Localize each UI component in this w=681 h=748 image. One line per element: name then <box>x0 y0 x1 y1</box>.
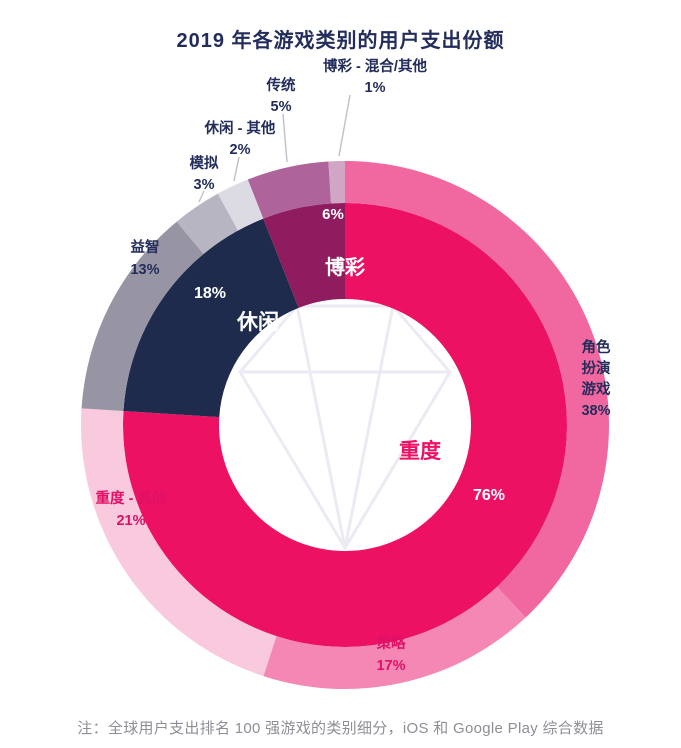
outer-segment-simulation <box>176 193 239 254</box>
label-rpg-line3: 游戏 <box>582 380 611 398</box>
inner-segment-gambling <box>263 203 345 308</box>
value-heavy: 76% <box>473 487 505 504</box>
outer-segment-heavy-other <box>80 408 277 677</box>
outer-segment-rpg <box>345 161 610 618</box>
outer-segment-gambling-other <box>328 160 345 204</box>
outer-segment-casual-other <box>217 179 264 231</box>
label-gambling: 博彩 <box>325 255 365 279</box>
label-strategy-line1: 策略 <box>376 634 406 652</box>
label-puzzle-line2: 13% <box>130 262 159 278</box>
label-casual-other-line1: 休闲 - 其他 <box>204 119 276 137</box>
leader-line-gambling-other <box>338 94 351 157</box>
label-heavy-other-line1: 重度 - 其他 <box>96 489 167 507</box>
label-casual-other-line2: 2% <box>230 142 251 158</box>
outer-segment-strategy <box>263 586 526 690</box>
outer-segment-puzzle <box>81 221 204 412</box>
label-traditional-line1: 传统 <box>266 76 296 94</box>
diamond-watermark <box>238 304 452 550</box>
label-simulation-line2: 3% <box>194 177 215 193</box>
label-casual: 休闲 <box>236 311 279 334</box>
leader-line-casual-other <box>233 156 240 182</box>
label-heavy: 重度 <box>399 439 441 463</box>
label-rpg-line2: 扮演 <box>582 359 611 377</box>
label-gambling-other-line1: 博彩 - 混合/其他 <box>323 57 427 75</box>
leader-line-simulation <box>198 190 205 203</box>
label-heavy-other-line2: 21% <box>116 513 145 529</box>
label-traditional-line2: 5% <box>271 99 292 115</box>
label-rpg-line1: 角色 <box>582 338 611 356</box>
inner-segment-casual <box>123 218 299 418</box>
inner-segment-heavy <box>123 203 568 647</box>
label-gambling-other-line2: 1% <box>365 80 386 96</box>
value-casual: 18% <box>194 285 226 302</box>
chart-title: 2019 年各游戏类别的用户支出份额 <box>176 30 505 52</box>
leader-line-traditional <box>282 113 288 163</box>
value-gambling: 6% <box>322 206 344 223</box>
label-simulation-line1: 模拟 <box>190 154 219 172</box>
outer-segment-traditional <box>247 161 332 219</box>
label-puzzle-line1: 益智 <box>131 238 160 256</box>
source-note: 注：全球用户支出排名 100 强游戏的类别细分，iOS 和 Google Pla… <box>77 720 604 737</box>
label-strategy-line2: 17% <box>376 658 405 674</box>
label-rpg-line4: 38% <box>581 403 610 419</box>
